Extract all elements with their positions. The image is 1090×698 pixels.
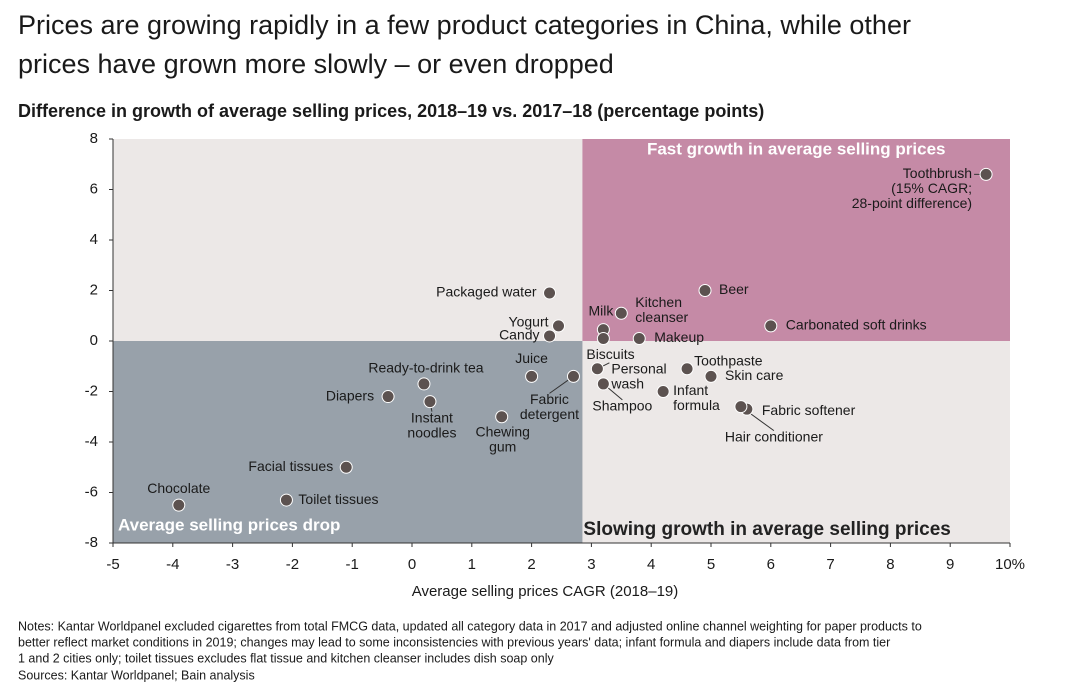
y-tick-label: -8 [85,534,98,551]
point [543,286,557,300]
point [590,362,604,376]
point [381,390,395,404]
point-label: Instant [411,409,453,425]
quadrant-label: Slowing growth in average selling prices [583,519,950,540]
point [698,284,712,297]
point-label: Candy [499,327,539,343]
point-label: Shampoo [592,398,652,414]
point [704,369,718,383]
x-tick-label: -5 [106,556,119,573]
point-label: Toilet tissues [298,491,378,507]
point-label: Chewing [475,423,529,439]
y-tick-label: -4 [85,433,98,450]
point-label: Makeup [654,329,704,345]
sources: Sources: Kantar Worldpanel; Bain analysi… [18,668,255,682]
point-label: detergent [520,406,579,422]
point-label: Packaged water [436,284,537,300]
x-axis-label: Average selling prices CAGR (2018–19) [412,583,679,600]
x-tick-label: -4 [166,556,179,573]
x-tick-label: 0 [408,556,416,573]
point-label: gum [489,438,516,454]
x-tick-label: 1 [468,556,476,573]
x-tick-label: -2 [286,556,299,573]
point-label: Chocolate [147,480,210,496]
point-label: Toothpaste [694,352,763,368]
point-label: Infant [673,382,708,398]
point [525,369,539,383]
y-tick-label: 0 [90,332,98,349]
chart-title: prices have grown more slowly – or even … [18,49,614,79]
point-label: Juice [515,350,548,366]
x-tick-label: 4 [647,556,655,573]
plot-area: Fast growth in average selling prices Ave… [85,130,1025,573]
point-label: Facial tissues [248,458,333,474]
point [423,395,437,409]
point [596,331,610,345]
point [172,498,186,512]
point-label: Biscuits [586,346,634,362]
point [764,319,778,333]
y-tick-label: 8 [90,130,98,147]
point [734,400,748,414]
point-label: Ready-to-drink tea [368,360,483,376]
point-label: Toothbrush [903,165,972,181]
y-tick-label: 6 [90,180,98,197]
x-tick-label: 2 [527,556,535,573]
point [680,362,694,376]
point [279,493,293,507]
point [552,319,566,333]
point-label: 28-point difference) [852,195,972,211]
point-label: Beer [719,281,749,297]
point [417,377,431,391]
y-tick-label: -6 [85,483,98,500]
point [614,306,628,320]
point-label: Yogurt [509,314,549,330]
x-tick-label: -1 [346,556,359,573]
y-tick-label: 2 [90,281,98,298]
note: better reflect market conditions in 2019… [18,635,890,649]
point-label: formula [673,397,720,413]
point [339,460,353,474]
point [656,385,670,398]
quadrant [582,139,1010,341]
point-label: Kitchen [635,294,682,310]
x-tick-label: 8 [886,556,894,573]
point-label: Fabric softener [762,402,856,418]
point [979,167,993,181]
x-tick-label: 7 [826,556,834,573]
y-tick-label: -2 [85,382,98,399]
x-tick-label: -3 [226,556,239,573]
point [543,329,557,343]
point-label: cleanser [635,309,688,325]
x-tick-label: 3 [587,556,595,573]
x-tick-label: 9 [946,556,954,573]
quadrant [113,341,583,543]
point [596,377,610,391]
note: Notes: Kantar Worldpanel excluded cigare… [18,619,922,633]
y-tick-label: 4 [90,231,98,248]
point [632,331,646,345]
quadrant-label: Fast growth in average selling prices [647,139,946,158]
x-tick-label: 5 [707,556,715,573]
point-label: Hair conditioner [725,428,823,444]
point-label: Carbonated soft drinks [786,317,927,333]
point [495,410,509,424]
note: 1 and 2 cities only; toilet tissues excl… [18,651,554,665]
point-label: Skin care [725,367,784,383]
chart-subtitle: Difference in growth of average selling … [18,101,764,121]
point [566,369,580,383]
quadrant-label: Average selling prices drop [118,515,340,534]
chart-title: Prices are growing rapidly in a few prod… [18,10,911,40]
point-label: wash [610,375,644,391]
point-label: Fabric [530,391,569,407]
point-label: (15% CAGR; [891,180,972,196]
x-tick-label: 10% [995,556,1025,573]
point-label: Diapers [326,387,374,403]
point-label: Personal [611,360,666,376]
point-label: noodles [407,424,456,440]
x-tick-label: 6 [767,556,775,573]
point-label: Milk [588,302,614,318]
